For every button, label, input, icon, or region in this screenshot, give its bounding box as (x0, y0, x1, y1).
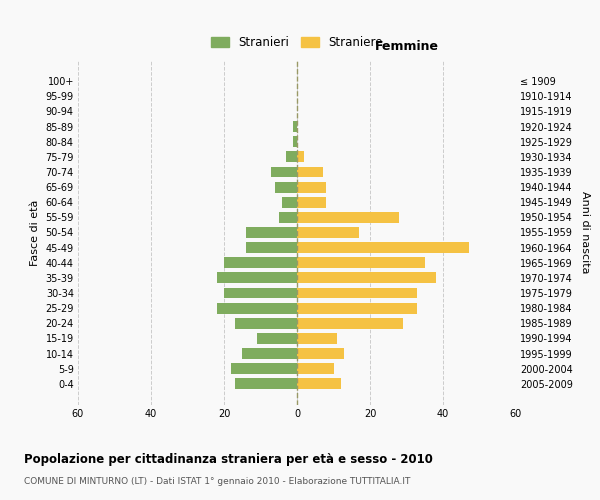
Bar (297, 348, 344, 359)
Text: Femmine: Femmine (374, 40, 439, 53)
Bar (217, 302, 297, 314)
Bar (246, 242, 297, 253)
Bar (293, 121, 297, 132)
Bar (297, 152, 304, 162)
Bar (286, 152, 297, 162)
Bar (224, 288, 297, 298)
Bar (297, 227, 359, 238)
Bar (293, 136, 297, 147)
Bar (297, 318, 403, 329)
Text: COMUNE DI MINTURNO (LT) - Dati ISTAT 1° gennaio 2010 - Elaborazione TUTTITALIA.I: COMUNE DI MINTURNO (LT) - Dati ISTAT 1° … (24, 478, 410, 486)
Bar (279, 212, 297, 223)
Bar (224, 258, 297, 268)
Bar (246, 227, 297, 238)
Text: Popolazione per cittadinanza straniera per età e sesso - 2010: Popolazione per cittadinanza straniera p… (24, 452, 433, 466)
Bar (235, 318, 297, 329)
Bar (297, 333, 337, 344)
Bar (257, 333, 297, 344)
Bar (297, 302, 418, 314)
Legend: Stranieri, Straniere: Stranieri, Straniere (206, 32, 388, 54)
Y-axis label: Fasce di età: Fasce di età (30, 200, 40, 266)
Bar (297, 378, 341, 390)
Bar (297, 182, 326, 192)
Bar (297, 272, 436, 283)
Bar (297, 166, 323, 177)
Bar (217, 272, 297, 283)
Bar (297, 364, 334, 374)
Bar (297, 288, 418, 298)
Bar (242, 348, 297, 359)
Bar (283, 197, 297, 207)
Bar (271, 166, 297, 177)
Bar (232, 364, 297, 374)
Bar (275, 182, 297, 192)
Bar (297, 197, 326, 207)
Bar (297, 242, 469, 253)
Bar (297, 258, 425, 268)
Bar (235, 378, 297, 390)
Y-axis label: Anni di nascita: Anni di nascita (580, 191, 590, 274)
Bar (297, 212, 399, 223)
